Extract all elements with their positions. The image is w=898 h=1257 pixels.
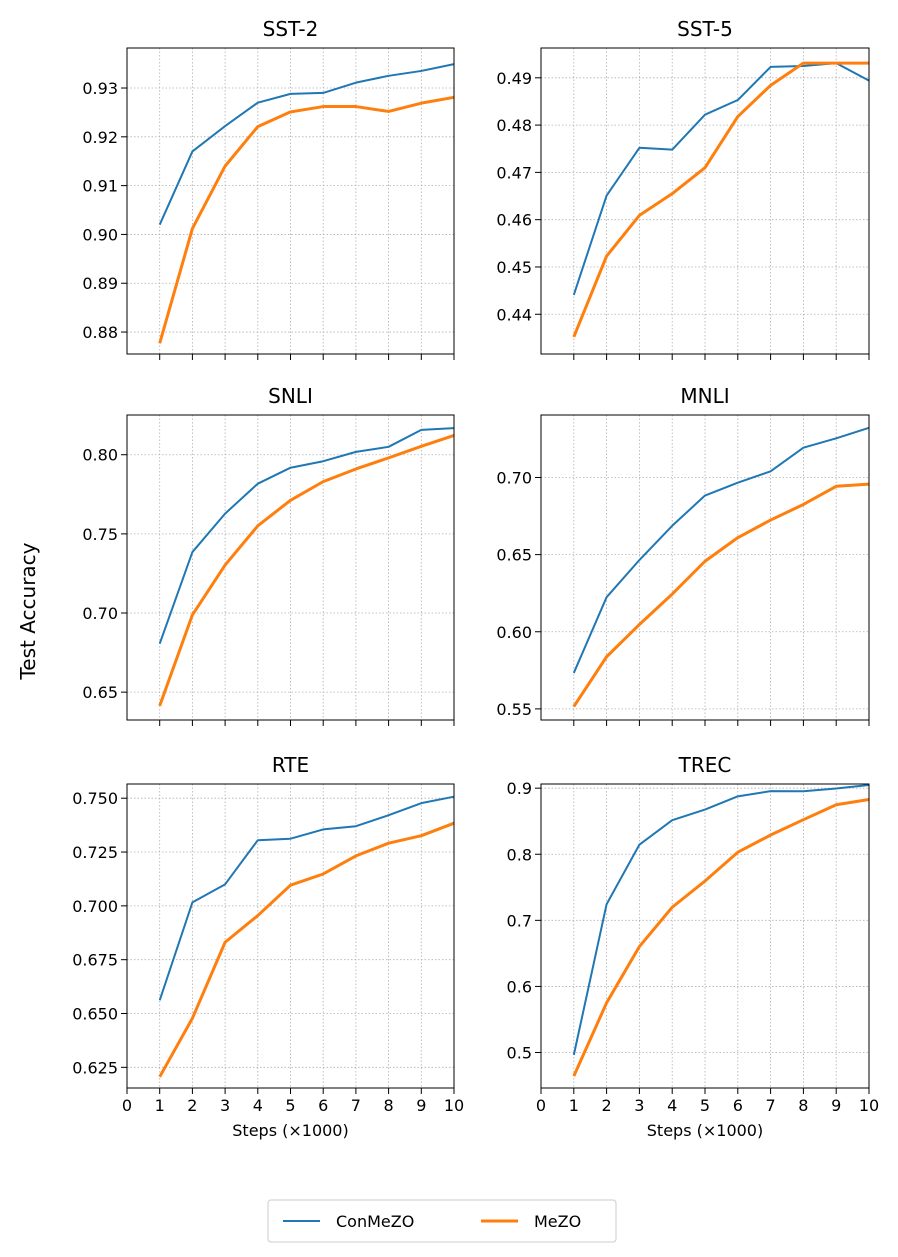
trec-ytick-label-1: 0.6: [507, 977, 532, 996]
sst-2-series-mezo: [158, 95, 455, 344]
rte-xtick-label-0: 0: [122, 1096, 132, 1115]
trec-series-mezo: [572, 797, 870, 1077]
rte-ytick-label-4: 0.725: [72, 843, 118, 862]
trec-xtick-label-7: 7: [766, 1096, 776, 1115]
snli-series-conmezo: [158, 427, 455, 645]
sst-5-ytick-label-5: 0.49: [496, 69, 532, 88]
chart-rte: 0 1 2 3 4 5 6 7 8 9 10 0.625 0.650 0.675 0.700 0.725 0.7…: [72, 753, 464, 1140]
snli-series-mezo: [158, 433, 455, 707]
trec-xtick-label-3: 3: [634, 1096, 644, 1115]
trec-ytick-label-0: 0.5: [507, 1044, 532, 1063]
rte-ytick-label-5: 0.750: [72, 789, 118, 808]
snli-title: SNLI: [268, 384, 313, 408]
trec-title: TREC: [678, 753, 732, 777]
sst-5-ytick-label-4: 0.48: [496, 116, 532, 135]
rte-series-mezo: [158, 821, 455, 1078]
sst-2-series-conmezo: [158, 63, 455, 226]
sst-2-ytick-label-2: 0.90: [82, 225, 118, 244]
trec-xtick-label-10: 10: [859, 1096, 879, 1115]
mnli-title: MNLI: [680, 384, 729, 408]
chart-sst-2: 0.88 0.89 0.90 0.91 0.92 0.93 SST-2: [82, 17, 455, 360]
mnli-series-mezo: [572, 482, 870, 708]
trec-xtick-label-1: 1: [569, 1096, 579, 1115]
sst-5-title: SST-5: [677, 17, 733, 41]
legend-frame: [267, 1199, 617, 1243]
legend: ConMeZO MeZO: [267, 1199, 617, 1243]
rte-xtick-label-5: 5: [285, 1096, 295, 1115]
legend-label-mezo: MeZO: [534, 1212, 581, 1231]
legend-label-conmezo: ConMeZO: [336, 1212, 414, 1231]
rte-series-conmezo: [158, 795, 455, 1001]
mnli-ytick-label-3: 0.70: [496, 468, 532, 487]
rte-xtick-label-4: 4: [253, 1096, 263, 1115]
snli-ytick-label-0: 0.65: [82, 683, 118, 702]
rte-ytick-label-2: 0.675: [72, 951, 118, 970]
rte-xtick-label-7: 7: [351, 1096, 361, 1115]
trec-ytick-label-3: 0.8: [507, 845, 532, 864]
sst-5-ytick-label-3: 0.47: [496, 163, 532, 182]
rte-xtick-label-2: 2: [187, 1096, 197, 1115]
sst-2-ytick-label-5: 0.93: [82, 79, 118, 98]
chart-trec: 0 1 2 3 4 5 6 7 8 9 10 0.5 0.6 0.7 0.8 0.9 TREC Steps (×1…: [507, 753, 880, 1140]
trec-xtick-label-4: 4: [667, 1096, 677, 1115]
trec-series-conmezo: [572, 783, 870, 1056]
trec-xtick-label-2: 2: [602, 1096, 612, 1115]
sst-2-title: SST-2: [263, 17, 319, 41]
snli-ytick-label-3: 0.80: [82, 446, 118, 465]
rte-title: RTE: [272, 753, 309, 777]
rte-ytick-label-0: 0.625: [72, 1058, 118, 1077]
sst-2-ytick-label-3: 0.91: [82, 177, 118, 196]
sst-2-ytick-label-1: 0.89: [82, 274, 118, 293]
chart-mnli: 0.55 0.60 0.65 0.70 MNLI: [496, 384, 870, 726]
rte-xlabel: Steps (×1000): [232, 1121, 348, 1140]
sst-2-ytick-label-4: 0.92: [82, 128, 118, 147]
trec-ytick-label-4: 0.9: [507, 779, 532, 798]
rte-xtick-label-3: 3: [220, 1096, 230, 1115]
sst-5-series-conmezo: [572, 62, 870, 296]
sst-5-ytick-label-0: 0.44: [496, 305, 532, 324]
rte-xtick-label-10: 10: [444, 1096, 464, 1115]
trec-ytick-label-2: 0.7: [507, 911, 532, 930]
sst-5-ytick-label-2: 0.46: [496, 211, 532, 230]
snli-ytick-label-1: 0.70: [82, 604, 118, 623]
mnli-ytick-label-2: 0.65: [496, 546, 532, 565]
shared-y-axis-label: Test Accuracy: [16, 542, 40, 680]
trec-xtick-label-6: 6: [733, 1096, 743, 1115]
trec-xtick-label-0: 0: [536, 1096, 546, 1115]
mnli-series-conmezo: [572, 426, 870, 674]
sst-5-series-mezo: [572, 61, 869, 338]
trec-xtick-label-8: 8: [798, 1096, 808, 1115]
trec-xtick-label-9: 9: [831, 1096, 841, 1115]
rte-ytick-label-3: 0.700: [72, 897, 118, 916]
rte-xtick-label-6: 6: [318, 1096, 328, 1115]
rte-xtick-label-9: 9: [416, 1096, 426, 1115]
trec-xtick-label-5: 5: [700, 1096, 710, 1115]
mnli-ytick-label-0: 0.55: [496, 700, 532, 719]
rte-xtick-label-8: 8: [384, 1096, 394, 1115]
chart-sst-5: 0.44 0.45 0.46 0.47 0.48 0.49 SST-5: [496, 17, 870, 360]
sst-2-ytick-label-0: 0.88: [82, 323, 118, 342]
rte-xtick-label-1: 1: [155, 1096, 165, 1115]
snli-ytick-label-2: 0.75: [82, 525, 118, 544]
mnli-ytick-label-1: 0.60: [496, 623, 532, 642]
chart-snli: 0.65 0.70 0.75 0.80 SNLI: [82, 384, 455, 726]
trec-xlabel: Steps (×1000): [647, 1121, 763, 1140]
rte-ytick-label-1: 0.650: [72, 1005, 118, 1024]
sst-5-ytick-label-1: 0.45: [496, 258, 532, 277]
